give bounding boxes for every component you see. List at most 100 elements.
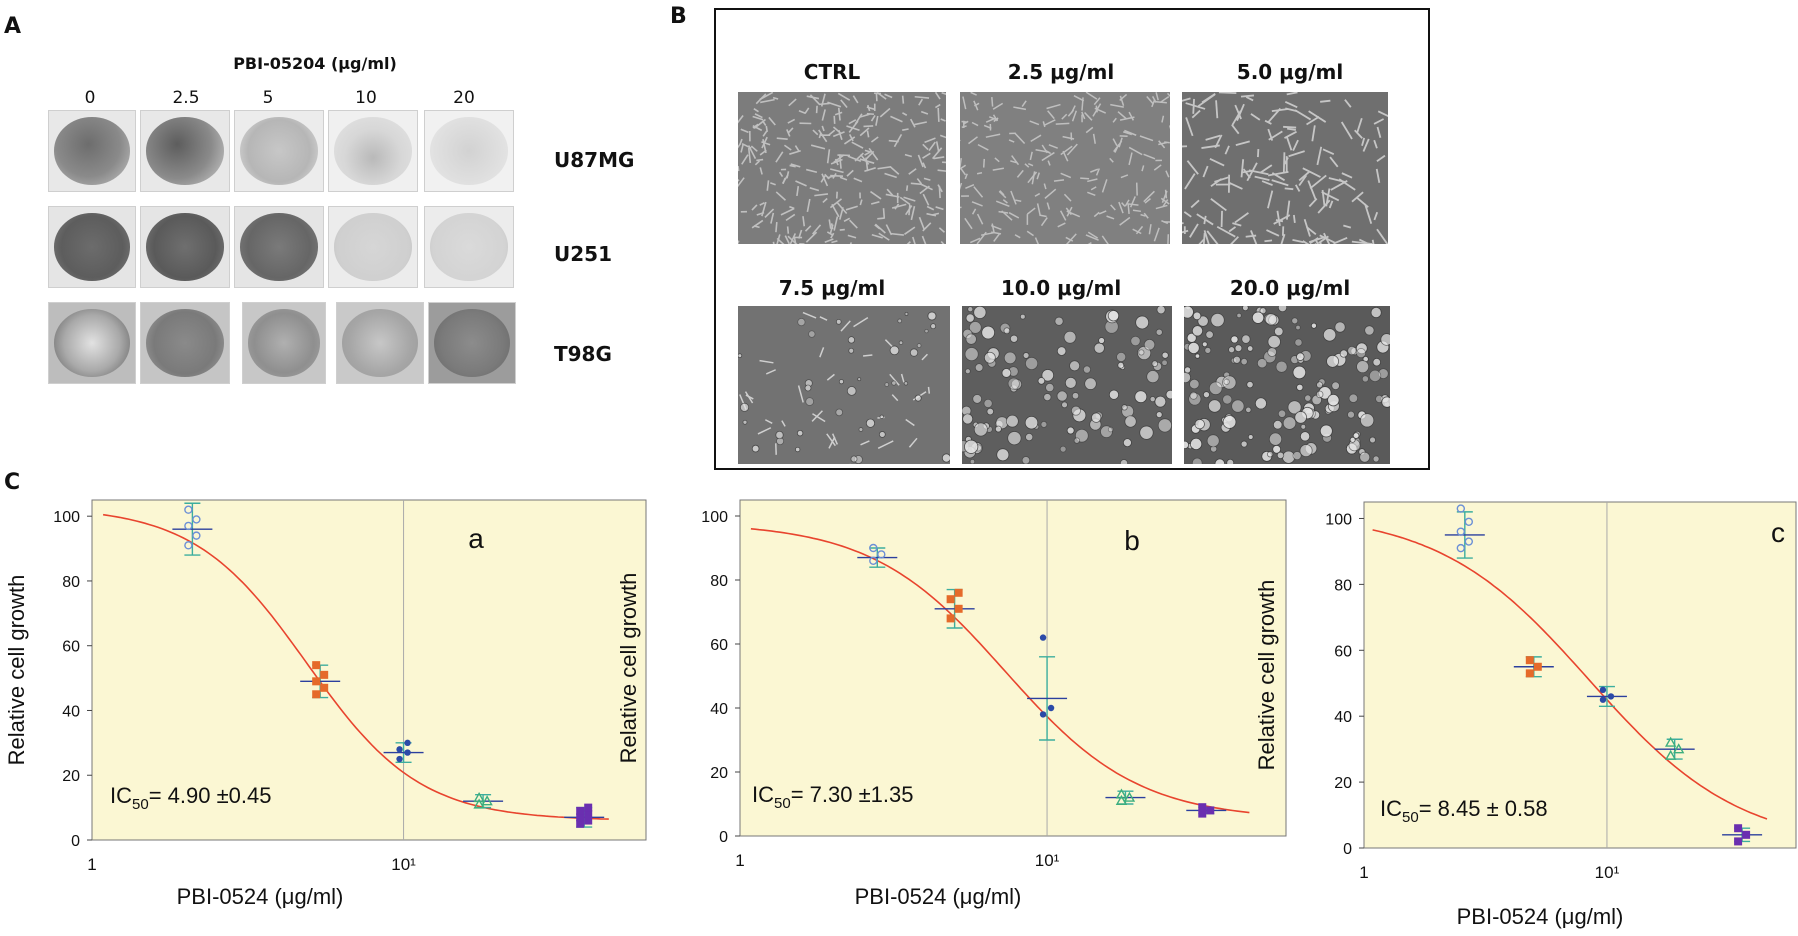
cell-streak (1264, 119, 1272, 125)
cell-streak (1276, 210, 1281, 227)
cell-streak (909, 118, 916, 128)
plate-u87mg-1 (140, 110, 230, 192)
cell-streak (785, 213, 796, 222)
cell-streak (819, 347, 825, 358)
cell-streak (1203, 230, 1210, 244)
data-point (1672, 743, 1685, 754)
cell-streak (843, 217, 851, 223)
cell-blob (1184, 440, 1190, 450)
cell-blob (1236, 312, 1242, 319)
cell-streak (1314, 238, 1319, 244)
cell-blob (1277, 306, 1288, 313)
cell-streak (877, 217, 885, 220)
cell-streak (1354, 129, 1363, 139)
cell-streak (1128, 146, 1143, 156)
data-point (576, 819, 585, 828)
cell-blob (1117, 361, 1125, 369)
cell-streak (885, 224, 893, 236)
cell-streak (1071, 110, 1078, 122)
cell-streak (914, 121, 927, 126)
plot-area (91, 499, 647, 841)
cell-blob (1056, 390, 1068, 402)
cell-streak (786, 129, 791, 137)
cell-streak (1266, 229, 1280, 237)
cell-streak (754, 160, 761, 166)
cell-streak (1261, 180, 1273, 186)
cell-blob (1222, 394, 1233, 405)
cell-streak (794, 145, 800, 152)
micrograph-ctrl (738, 92, 946, 244)
cell-streak (812, 224, 822, 235)
cell-blob (1299, 431, 1311, 442)
cell-streak (1182, 145, 1188, 148)
cell-streak (804, 225, 812, 232)
cell-streak (904, 153, 913, 158)
cell-blob (964, 439, 979, 454)
cell-line-label-u87mg: U87MG (554, 148, 635, 172)
cell-blob (964, 368, 971, 375)
cell-blob (1138, 349, 1145, 356)
plate-t98g-2 (242, 302, 326, 384)
y-tick-label: 60 (62, 639, 80, 656)
cell-blob (1054, 316, 1064, 326)
cell-streak (992, 102, 1004, 110)
data-point (1115, 794, 1128, 805)
cell-blob (1064, 376, 1077, 389)
data-point (192, 531, 201, 540)
cell-streak (1186, 160, 1199, 175)
cell-streak (1120, 174, 1129, 179)
cell-streak (738, 165, 740, 172)
cell-streak (1081, 111, 1086, 120)
cell-streak (927, 386, 931, 394)
cell-streak (905, 418, 915, 427)
cell-streak (1288, 150, 1305, 158)
cell-blob (1119, 459, 1129, 464)
cell-streak (866, 106, 875, 111)
condition-label-10-0: 10.0 μg/ml (1000, 276, 1122, 300)
cell-blob (1151, 360, 1159, 367)
cell-blob (1149, 396, 1156, 403)
cell-streak (871, 233, 883, 239)
cell-blob (983, 398, 993, 409)
cell-streak (826, 149, 831, 164)
cell-streak (921, 235, 927, 244)
cell-streak (843, 136, 856, 145)
cell-streak (1228, 226, 1237, 233)
cell-streak (1119, 116, 1135, 121)
cell-blob (1205, 330, 1214, 339)
cell-blob (1339, 349, 1348, 358)
cell-blob (1360, 413, 1375, 428)
cell-streak (1008, 139, 1015, 143)
cell-blob (904, 312, 909, 316)
cell-blob (1202, 391, 1210, 399)
cell-streak (1206, 230, 1219, 244)
cell-streak (796, 186, 800, 197)
cell-blob (1146, 370, 1160, 384)
cell-blob (1007, 431, 1022, 446)
cell-streak (1190, 199, 1200, 209)
cell-streak (747, 148, 752, 163)
cell-blob (994, 425, 1002, 433)
cell-streak (1364, 203, 1373, 224)
y-tick-label: 40 (710, 701, 728, 718)
cell-blob (838, 379, 844, 385)
cell-blob (738, 353, 743, 359)
cell-streak (1264, 239, 1273, 243)
cell-streak (1059, 210, 1067, 221)
data-point (184, 541, 193, 550)
cell-streak (870, 136, 879, 143)
cell-streak (772, 96, 779, 100)
cell-streak (833, 216, 839, 231)
cell-blob (1234, 344, 1243, 353)
cell-streak (829, 168, 844, 174)
cell-streak (1084, 111, 1093, 121)
cell-streak (890, 115, 903, 123)
cell-streak (931, 147, 943, 160)
cell-blob (964, 347, 979, 362)
cell-streak (821, 173, 829, 187)
cell-streak (922, 143, 929, 151)
plate-u251-2 (234, 206, 324, 288)
cell-streak (960, 206, 962, 209)
cell-streak (1026, 207, 1036, 215)
cell-blob (1241, 334, 1251, 344)
